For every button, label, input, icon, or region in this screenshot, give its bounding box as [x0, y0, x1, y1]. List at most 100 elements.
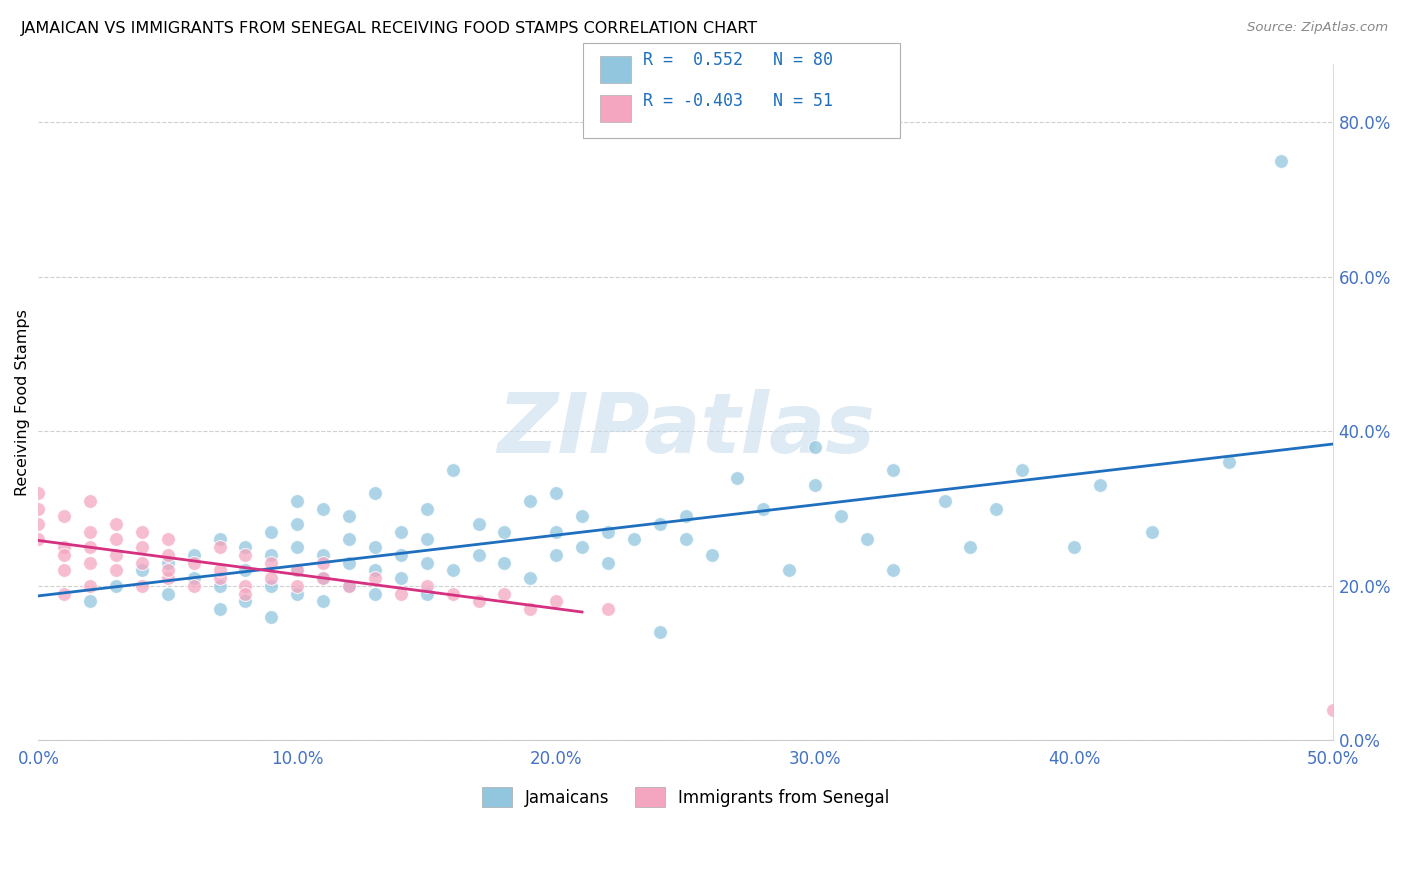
Point — [105, 516, 128, 531]
Point — [675, 509, 697, 524]
Point — [337, 509, 360, 524]
Point — [364, 540, 387, 554]
Point — [53, 548, 76, 562]
Point — [260, 571, 283, 585]
Point — [53, 563, 76, 577]
Point — [752, 501, 775, 516]
Point — [131, 579, 153, 593]
Point — [183, 556, 205, 570]
Y-axis label: Receiving Food Stamps: Receiving Food Stamps — [15, 309, 30, 496]
Point — [519, 602, 541, 616]
Point — [337, 533, 360, 547]
Point — [208, 571, 231, 585]
Point — [285, 563, 308, 577]
Point — [856, 533, 879, 547]
Point — [1270, 153, 1292, 168]
Point — [208, 602, 231, 616]
Point — [131, 540, 153, 554]
Text: ZIPatlas: ZIPatlas — [496, 389, 875, 470]
Point — [156, 548, 179, 562]
Point — [546, 486, 568, 500]
Point — [830, 509, 852, 524]
Point — [208, 563, 231, 577]
Point — [389, 524, 412, 539]
Point — [285, 516, 308, 531]
Point — [1063, 540, 1085, 554]
Point — [312, 571, 335, 585]
Point — [312, 548, 335, 562]
Point — [260, 548, 283, 562]
Point — [79, 493, 101, 508]
Text: Source: ZipAtlas.com: Source: ZipAtlas.com — [1247, 21, 1388, 34]
Point — [337, 579, 360, 593]
Point — [364, 486, 387, 500]
Point — [546, 548, 568, 562]
Point — [79, 579, 101, 593]
Point — [546, 594, 568, 608]
Point — [1088, 478, 1111, 492]
Point — [183, 571, 205, 585]
Point — [131, 556, 153, 570]
Legend: Jamaicans, Immigrants from Senegal: Jamaicans, Immigrants from Senegal — [475, 780, 896, 814]
Point — [882, 563, 904, 577]
Point — [364, 571, 387, 585]
Point — [260, 524, 283, 539]
Point — [571, 540, 593, 554]
Point — [105, 579, 128, 593]
Point — [235, 586, 257, 600]
Point — [312, 556, 335, 570]
Point — [260, 579, 283, 593]
Point — [623, 533, 645, 547]
Point — [79, 556, 101, 570]
Point — [725, 470, 748, 484]
Point — [596, 524, 619, 539]
Point — [389, 548, 412, 562]
Point — [105, 533, 128, 547]
Point — [778, 563, 800, 577]
Point — [285, 493, 308, 508]
Point — [312, 501, 335, 516]
Point — [79, 540, 101, 554]
Point — [27, 486, 49, 500]
Point — [959, 540, 981, 554]
Point — [337, 556, 360, 570]
Point — [441, 586, 464, 600]
Point — [285, 579, 308, 593]
Point — [105, 548, 128, 562]
Point — [53, 540, 76, 554]
Point — [235, 563, 257, 577]
Point — [79, 524, 101, 539]
Text: R = -0.403   N = 51: R = -0.403 N = 51 — [643, 92, 832, 110]
Point — [235, 594, 257, 608]
Point — [260, 609, 283, 624]
Point — [415, 556, 437, 570]
Point — [986, 501, 1008, 516]
Point — [804, 478, 827, 492]
Point — [415, 586, 437, 600]
Point — [467, 548, 489, 562]
Point — [79, 594, 101, 608]
Point — [208, 540, 231, 554]
Point — [183, 548, 205, 562]
Point — [415, 533, 437, 547]
Point — [1322, 702, 1344, 716]
Point — [131, 563, 153, 577]
Point — [364, 586, 387, 600]
Point — [1011, 463, 1033, 477]
Point — [183, 579, 205, 593]
Point — [208, 533, 231, 547]
Point — [675, 533, 697, 547]
Point — [596, 556, 619, 570]
Point — [285, 586, 308, 600]
Point — [27, 533, 49, 547]
Point — [494, 586, 516, 600]
Text: JAMAICAN VS IMMIGRANTS FROM SENEGAL RECEIVING FOOD STAMPS CORRELATION CHART: JAMAICAN VS IMMIGRANTS FROM SENEGAL RECE… — [21, 21, 758, 36]
Point — [27, 501, 49, 516]
Point — [494, 556, 516, 570]
Point — [156, 586, 179, 600]
Point — [27, 516, 49, 531]
Point — [312, 571, 335, 585]
Point — [441, 463, 464, 477]
Point — [364, 563, 387, 577]
Point — [312, 594, 335, 608]
